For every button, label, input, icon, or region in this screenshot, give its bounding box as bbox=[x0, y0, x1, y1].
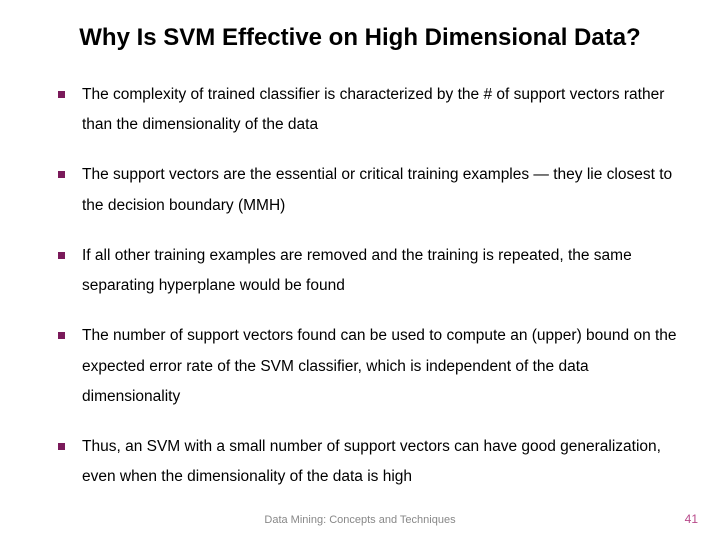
bullet-list: The complexity of trained classifier is … bbox=[40, 80, 680, 492]
list-item: The complexity of trained classifier is … bbox=[58, 80, 680, 140]
list-item: If all other training examples are remov… bbox=[58, 241, 680, 301]
slide-title: Why Is SVM Effective on High Dimensional… bbox=[40, 24, 680, 52]
list-item: The number of support vectors found can … bbox=[58, 321, 680, 412]
footer-text: Data Mining: Concepts and Techniques bbox=[0, 514, 720, 526]
list-item: Thus, an SVM with a small number of supp… bbox=[58, 432, 680, 492]
slide: Why Is SVM Effective on High Dimensional… bbox=[0, 0, 720, 540]
list-item: The support vectors are the essential or… bbox=[58, 160, 680, 220]
page-number: 41 bbox=[685, 512, 698, 526]
